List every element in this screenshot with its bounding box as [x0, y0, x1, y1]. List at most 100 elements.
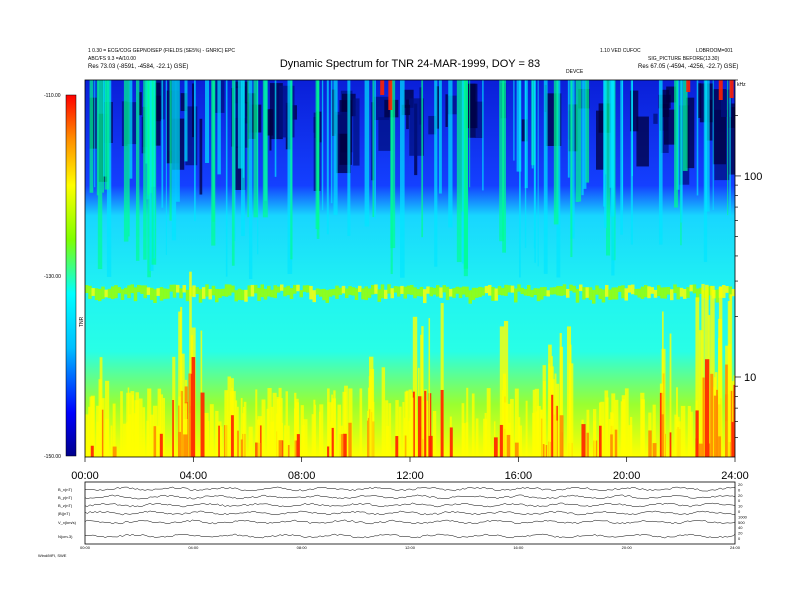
- emission-streak: [518, 425, 523, 457]
- emission-streak: [471, 393, 475, 457]
- spectrum-dark-patch: [685, 97, 695, 169]
- spectrum-dark-patch: [653, 113, 658, 124]
- emission-streak: [348, 388, 353, 457]
- plasma-line-segment: [413, 287, 417, 299]
- plasma-line-segment: [650, 287, 654, 294]
- emission-streak-hot: [698, 443, 704, 457]
- plasma-line-segment: [679, 287, 684, 297]
- emission-streak: [147, 388, 152, 457]
- emission-streak-hot: [610, 434, 613, 457]
- plasma-line-segment: [728, 286, 732, 299]
- emission-streak: [319, 404, 324, 457]
- plasma-line-segment: [98, 288, 102, 302]
- spectrum-streak: [194, 80, 196, 222]
- emission-streak: [629, 416, 633, 457]
- plasma-line-segment: [536, 288, 541, 302]
- emission-streak: [146, 420, 149, 457]
- emission-streak: [554, 373, 557, 457]
- emission-streak: [142, 407, 146, 457]
- panel-right-tick: 0: [738, 509, 741, 514]
- plasma-line-segment: [653, 289, 658, 298]
- spectrum-streak: [680, 80, 683, 223]
- spectrum-streak: [518, 80, 521, 278]
- spectrum-streak: [448, 80, 453, 228]
- plasma-line-segment: [400, 285, 404, 294]
- plasma-line-segment: [462, 286, 466, 295]
- plasma-line-segment: [176, 284, 180, 293]
- emission-streak: [178, 396, 181, 457]
- spectrum-streak: [630, 80, 633, 245]
- panel-right-tick: 500: [738, 520, 745, 525]
- emission-streak-hot: [614, 429, 618, 457]
- panel-right-tick: 20: [738, 482, 743, 487]
- emission-streak: [461, 403, 465, 457]
- plasma-line-segment: [234, 290, 238, 302]
- plasma-line-segment: [614, 287, 619, 300]
- spectrum-streak: [212, 80, 215, 222]
- plasma-line-segment: [244, 289, 248, 302]
- emission-streak-hot: [339, 434, 344, 457]
- upper-red-burst: [729, 80, 734, 98]
- emission-streak: [502, 373, 507, 457]
- emission-streak: [398, 406, 402, 457]
- emission-streak: [242, 406, 245, 457]
- spectrum-streak: [570, 80, 573, 258]
- spectrum-streak: [567, 80, 570, 178]
- emission-streak-hot: [112, 446, 117, 457]
- spectrum-streak: [321, 80, 324, 211]
- emission-streak: [272, 392, 277, 457]
- emission-streak: [388, 403, 392, 457]
- emission-streak: [710, 285, 715, 457]
- spectrum-streak: [205, 80, 210, 163]
- emission-streak-hot: [180, 390, 183, 457]
- emission-streak: [105, 380, 110, 457]
- spectrum-streak: [237, 80, 243, 169]
- plasma-line-segment: [104, 289, 108, 298]
- emission-streak: [510, 398, 514, 457]
- spectrum-dark-patch: [666, 86, 677, 103]
- emission-streak-hot: [296, 434, 300, 457]
- emission-streak: [690, 411, 693, 457]
- plasma-line-segment: [432, 287, 437, 295]
- spectrum-dark-patch: [185, 106, 198, 166]
- spectrum-streak: [290, 80, 293, 260]
- emission-streak: [718, 318, 722, 457]
- emission-streak: [120, 391, 123, 457]
- plasma-line-segment: [374, 284, 378, 294]
- panel-x-tick: 04:00: [188, 545, 199, 550]
- plasma-line-segment: [387, 284, 391, 294]
- plasma-line-segment: [273, 285, 277, 299]
- plasma-line-segment: [497, 285, 502, 295]
- spectrum-streak: [682, 80, 688, 171]
- panel-trace: [84, 486, 736, 492]
- emission-streak: [614, 399, 619, 457]
- spectrum-streak: [537, 80, 539, 267]
- emission-streak-hot: [724, 394, 730, 457]
- plasma-line-segment: [140, 285, 144, 294]
- plasma-line-segment: [341, 285, 346, 294]
- plasma-line-segment: [159, 287, 164, 301]
- emission-streak: [90, 395, 95, 457]
- emission-streak: [359, 388, 363, 457]
- spectrum-streak: [333, 80, 338, 216]
- panel-right-tick: 0: [738, 498, 741, 503]
- emission-streak: [640, 398, 644, 457]
- emission-streak-hot: [172, 400, 174, 457]
- emission-streak-hot: [191, 357, 196, 457]
- plasma-line-segment: [221, 288, 225, 297]
- spectrum-streak: [97, 80, 103, 270]
- emission-streak-hot: [90, 445, 94, 457]
- emission-streak: [130, 391, 135, 457]
- spectrum-dark-patch: [353, 98, 360, 166]
- plasma-line-segment: [634, 288, 638, 296]
- plasma-line-segment: [731, 288, 735, 297]
- emission-streak: [395, 400, 399, 457]
- spectrum-streak: [524, 80, 528, 189]
- header-right-tag: LOBROOM=001: [696, 48, 733, 54]
- plasma-line-segment: [364, 286, 368, 301]
- emission-streak: [327, 388, 330, 457]
- emission-streak-hot: [514, 442, 519, 457]
- spectrum-streak: [703, 80, 708, 262]
- spectrum-dark-patch: [596, 110, 605, 170]
- emission-streak: [410, 397, 414, 457]
